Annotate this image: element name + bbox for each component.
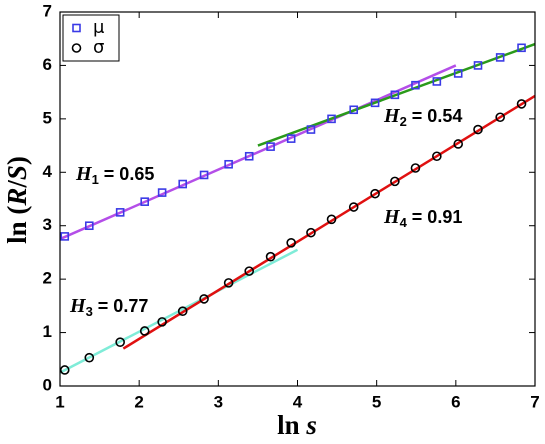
x-label-part: s bbox=[305, 410, 317, 440]
data-point bbox=[348, 202, 359, 212]
data-point bbox=[177, 306, 188, 317]
x-tick-label: 6 bbox=[451, 392, 460, 411]
data-point bbox=[326, 214, 337, 225]
data-point bbox=[517, 43, 526, 53]
data-point bbox=[60, 232, 70, 241]
fit-symbol: H bbox=[383, 206, 401, 228]
fit-subscript: 4 bbox=[400, 215, 408, 230]
y-tick-label: 6 bbox=[43, 55, 52, 74]
fit-line bbox=[257, 42, 536, 147]
y-label-part: / bbox=[2, 180, 32, 189]
legend-label: σ bbox=[93, 37, 104, 58]
fit-annotation: H2 = 0.54 bbox=[383, 105, 462, 130]
data-point bbox=[410, 163, 421, 173]
y-label-part: ) bbox=[2, 156, 32, 165]
plot-frame bbox=[59, 11, 536, 387]
data-point bbox=[453, 69, 463, 78]
data-point bbox=[370, 98, 380, 108]
x-tick-label: 1 bbox=[55, 392, 64, 411]
data-point bbox=[411, 80, 420, 90]
data-point bbox=[473, 61, 483, 70]
data-point bbox=[139, 326, 150, 336]
y-tick-label: 0 bbox=[43, 375, 52, 394]
data-point bbox=[115, 208, 125, 217]
y-label-part: R bbox=[2, 188, 32, 207]
x-tick-label: 5 bbox=[372, 392, 381, 411]
fit-symbol: H bbox=[383, 105, 401, 127]
data-point bbox=[157, 317, 167, 327]
y-tick-label: 1 bbox=[43, 322, 52, 341]
x-tick-label: 2 bbox=[134, 392, 143, 411]
y-tick-label: 7 bbox=[43, 1, 52, 20]
legend-marker bbox=[71, 43, 82, 53]
data-point bbox=[199, 170, 209, 180]
data-point bbox=[306, 227, 316, 238]
data-point bbox=[199, 294, 209, 304]
data-point bbox=[286, 238, 296, 248]
x-axis-label: ln s bbox=[277, 410, 317, 440]
x-label-part: ln bbox=[277, 410, 306, 440]
fit-annotation: H3 = 0.77 bbox=[69, 295, 148, 320]
data-point bbox=[286, 134, 296, 143]
data-point bbox=[370, 188, 380, 199]
fit-annotation: H1 = 0.65 bbox=[75, 163, 154, 188]
y-tick-label: 3 bbox=[43, 215, 52, 234]
data-point bbox=[495, 53, 505, 62]
data-point bbox=[140, 197, 150, 206]
y-tick-label: 5 bbox=[43, 108, 52, 127]
data-point bbox=[223, 278, 234, 288]
data-point bbox=[84, 221, 94, 231]
data-point bbox=[306, 125, 316, 134]
data-point bbox=[59, 365, 70, 375]
y-label-part: S bbox=[2, 165, 32, 180]
data-point bbox=[244, 151, 254, 161]
data-point bbox=[244, 266, 255, 276]
data-point bbox=[224, 159, 233, 169]
fit-text: = 0.65 bbox=[99, 164, 155, 184]
data-point bbox=[178, 179, 188, 189]
data-point bbox=[453, 139, 464, 149]
y-tick-label: 2 bbox=[43, 269, 52, 288]
data-point bbox=[327, 114, 336, 124]
fit-symbol: H bbox=[75, 163, 93, 185]
x-tick-label: 3 bbox=[214, 392, 223, 411]
data-point bbox=[432, 151, 442, 162]
data-point bbox=[265, 251, 276, 262]
fit-text: = 0.54 bbox=[407, 106, 463, 126]
legend-label: μ bbox=[93, 17, 105, 38]
legend-marker bbox=[72, 23, 81, 33]
data-point bbox=[115, 337, 125, 347]
fit-line bbox=[59, 64, 457, 241]
data-point bbox=[432, 77, 442, 86]
fit-annotation: H4 = 0.91 bbox=[383, 206, 462, 231]
x-tick-label: 4 bbox=[293, 392, 303, 411]
data-point bbox=[84, 352, 95, 363]
data-point bbox=[390, 176, 400, 187]
fit-subscript: 1 bbox=[92, 172, 99, 187]
fit-symbol: H bbox=[69, 295, 87, 317]
legend-box bbox=[62, 14, 120, 62]
fit-text: = 0.77 bbox=[93, 296, 149, 316]
fit-text: = 0.91 bbox=[407, 207, 463, 227]
data-point bbox=[266, 142, 275, 151]
fit-subscript: 3 bbox=[86, 304, 93, 319]
fit-subscript: 2 bbox=[400, 114, 407, 129]
y-tick-label: 4 bbox=[43, 162, 53, 181]
data-point bbox=[390, 90, 400, 100]
y-axis-label: ln (R/S) bbox=[2, 156, 32, 244]
data-point bbox=[473, 124, 483, 135]
data-point bbox=[349, 105, 359, 115]
data-point bbox=[495, 112, 505, 123]
data-point bbox=[516, 99, 527, 109]
x-tick-label: 7 bbox=[530, 392, 539, 411]
data-point bbox=[157, 188, 167, 197]
y-label-part: ln ( bbox=[2, 206, 32, 244]
